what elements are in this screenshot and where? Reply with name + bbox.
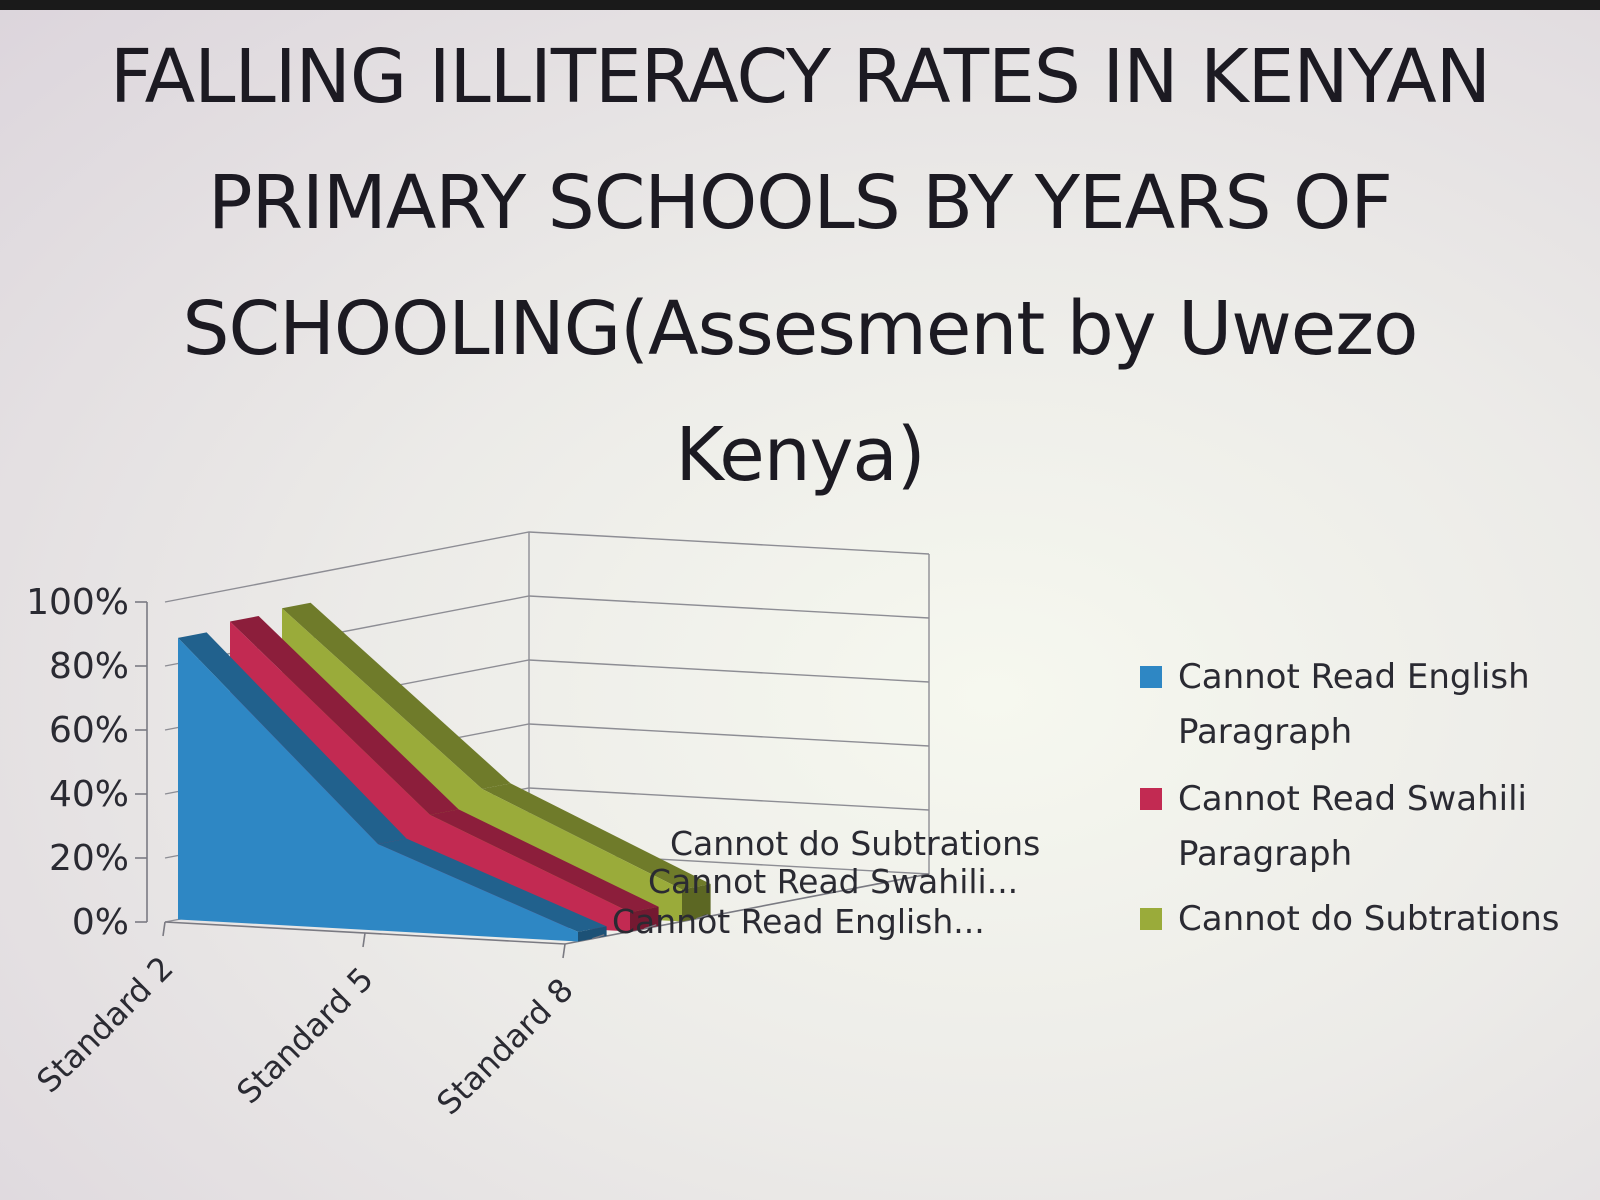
legend-label: Cannot Read Swahili xyxy=(1178,779,1527,819)
y-tick-label: 20% xyxy=(49,838,129,879)
x-category-label: Standard 5 xyxy=(229,960,380,1111)
depth-axis-label: Cannot Read Swahili... xyxy=(648,862,1018,901)
depth-tick xyxy=(696,914,709,920)
x-tick xyxy=(162,921,166,937)
top-edge-bar xyxy=(0,0,1600,10)
series-group xyxy=(178,602,711,942)
series-area xyxy=(178,632,607,942)
title-line-1: FALLING ILLITERACY RATES IN KENYAN xyxy=(109,34,1491,120)
y-tick-label: 40% xyxy=(49,774,129,815)
area-top-face xyxy=(282,602,511,789)
legend-swatch xyxy=(1140,666,1162,688)
title-line-3: SCHOOLING(Assesment by Uwezo xyxy=(182,286,1419,372)
depth-axis-label: Cannot Read English... xyxy=(612,902,985,941)
depth-labels: Cannot Read English...Cannot Read Swahil… xyxy=(592,824,1040,941)
gridline xyxy=(164,531,930,603)
x-category-label: Standard 8 xyxy=(429,971,580,1122)
legend-label: Paragraph xyxy=(1178,712,1352,752)
legend-swatch xyxy=(1140,788,1162,810)
area-top-face xyxy=(178,632,407,845)
title-line-4: Kenya) xyxy=(675,412,925,498)
depth-axis-label: Cannot do Subtrations xyxy=(670,824,1040,863)
depth-axis-line xyxy=(564,873,930,945)
area-top-face xyxy=(482,783,711,890)
legend-label: Paragraph xyxy=(1178,834,1352,874)
area-side-face xyxy=(682,884,711,922)
area-side-face xyxy=(578,926,607,942)
legend-label: Cannot do Subtrations xyxy=(1178,899,1560,939)
y-tick-label: 80% xyxy=(49,646,129,687)
depth-tick xyxy=(592,934,605,940)
area-top-face xyxy=(378,838,607,932)
title-line-2: PRIMARY SCHOOLS BY YEARS OF xyxy=(208,160,1393,246)
legend: Cannot Read English Paragraph Cannot Read … xyxy=(1140,657,1560,939)
x-tick xyxy=(362,932,366,948)
y-tick-label: 60% xyxy=(49,710,129,751)
x-category-label: Standard 2 xyxy=(29,949,180,1100)
area-top-face xyxy=(230,616,459,815)
legend-label: Cannot Read English xyxy=(1178,657,1530,697)
legend-swatch xyxy=(1140,908,1162,930)
y-tick-label: 0% xyxy=(72,902,129,943)
area-side-face xyxy=(630,906,659,932)
depth-tick xyxy=(644,924,657,930)
y-tick-label: 100% xyxy=(26,582,129,623)
area-top-face xyxy=(430,809,659,913)
x-tick xyxy=(562,943,566,959)
area-front-face xyxy=(178,637,578,942)
chart-title: FALLING ILLITERACY RATES IN KENYAN PRIMA… xyxy=(0,14,1600,518)
